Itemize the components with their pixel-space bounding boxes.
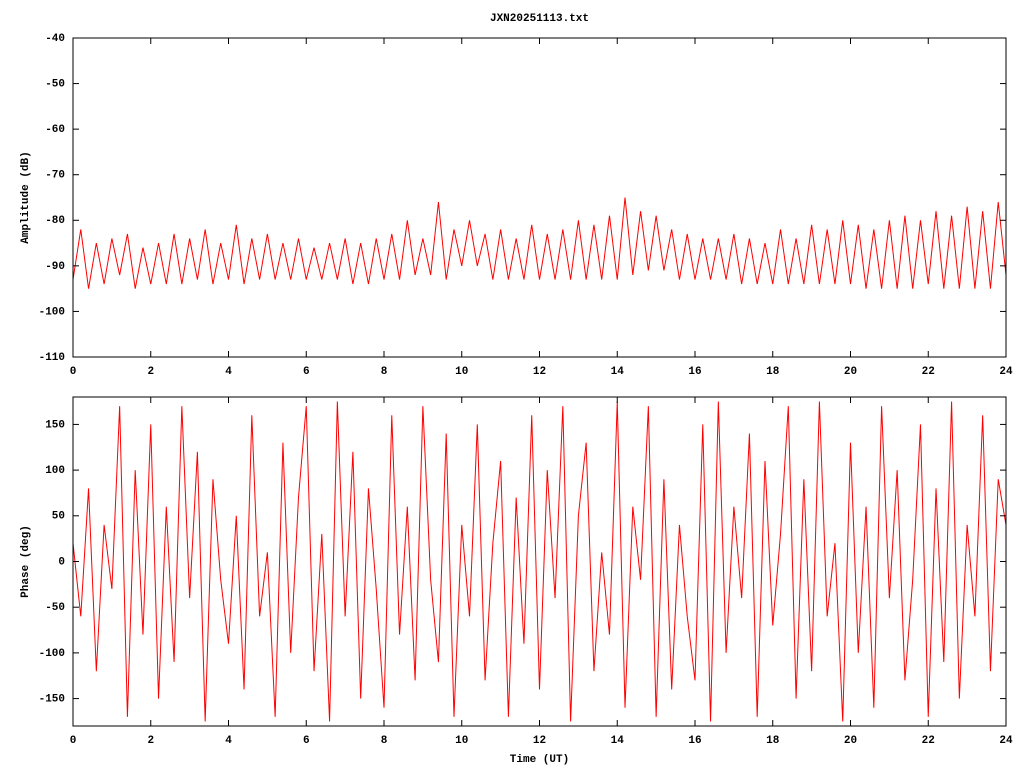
y-axis-label: Phase (deg) [20,525,32,598]
x-tick-label: 16 [688,735,701,747]
y-tick-label: -50 [45,602,65,614]
y-tick-label: 0 [58,556,65,568]
y-tick-label: -40 [45,33,65,45]
y-tick-label: 50 [52,511,65,523]
x-tick-label: 2 [147,735,154,747]
data-line [73,401,1006,722]
x-tick-label: 18 [766,735,780,747]
y-tick-label: -90 [45,261,65,273]
data-line [73,197,1006,289]
x-tick-label: 12 [533,735,546,747]
x-tick-label: 0 [70,735,77,747]
y-tick-label: -50 [45,78,65,90]
y-tick-label: -60 [45,124,65,136]
y-axis-label: Amplitude (dB) [20,151,32,243]
x-tick-label: 6 [303,366,310,378]
x-tick-label: 22 [922,366,935,378]
x-tick-label: 16 [688,366,701,378]
x-tick-label: 4 [225,735,232,747]
x-tick-label: 2 [147,366,154,378]
x-tick-label: 20 [844,366,857,378]
y-tick-label: -110 [39,352,65,364]
y-tick-label: -80 [45,215,65,227]
x-tick-label: 8 [381,366,388,378]
chart-title: JXN20251113.txt [490,13,589,25]
y-tick-label: -70 [45,170,65,182]
y-tick-label: 150 [45,419,65,431]
x-axis-label: Time (UT) [510,754,569,766]
x-tick-label: 6 [303,735,310,747]
x-tick-label: 12 [533,366,546,378]
x-tick-label: 10 [455,366,468,378]
x-tick-label: 22 [922,735,935,747]
x-tick-label: 8 [381,735,388,747]
y-tick-label: -100 [39,306,65,318]
plot-frame [72,37,1007,358]
x-tick-label: 4 [225,366,232,378]
x-tick-label: 18 [766,366,780,378]
x-tick-label: 24 [999,735,1013,747]
x-tick-label: 14 [611,735,625,747]
y-tick-label: -150 [39,693,65,705]
x-tick-label: 0 [70,366,77,378]
y-tick-label: -100 [39,648,65,660]
x-tick-label: 10 [455,735,468,747]
x-tick-label: 20 [844,735,857,747]
x-tick-label: 14 [611,366,625,378]
y-tick-label: 100 [45,465,65,477]
x-tick-label: 24 [999,366,1013,378]
